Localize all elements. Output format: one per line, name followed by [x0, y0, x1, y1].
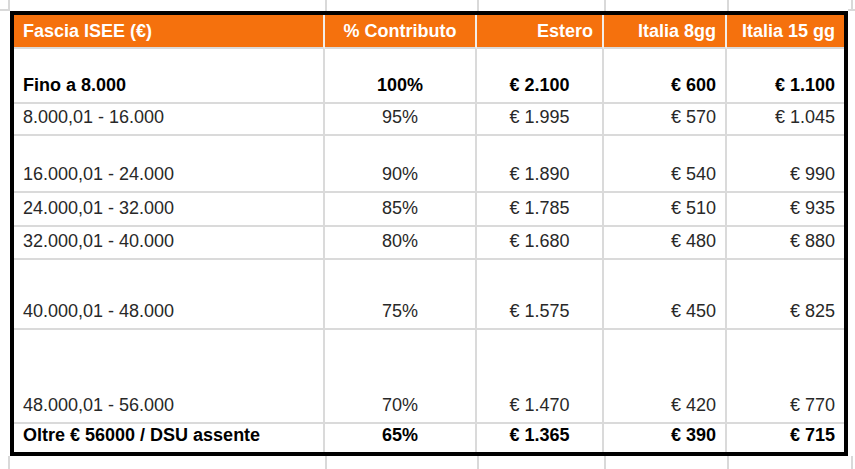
cell-r3-c4[interactable]: € 540	[604, 136, 727, 193]
cell-r6-c1[interactable]: 40.000,01 - 48.000	[14, 260, 325, 330]
cell-r7-c3[interactable]: € 1.470	[477, 330, 604, 424]
cell-r3-c1[interactable]: 16.000,01 - 24.000	[14, 136, 325, 193]
cell-r4-c1[interactable]: 24.000,01 - 32.000	[14, 193, 325, 227]
table-row: Oltre € 56000 / DSU assente65%€ 1.365€ 3…	[14, 424, 844, 452]
cell-r7-c1[interactable]: 48.000,01 - 56.000	[14, 330, 325, 424]
table-row: Fino a 8.000100%€ 2.100€ 600€ 1.100	[14, 49, 844, 104]
spreadsheet-gridline	[0, 9, 10, 11]
header-row: Fascia ISEE (€) % Contributo Estero Ital…	[14, 15, 844, 49]
cell-r4-c3[interactable]: € 1.785	[477, 193, 604, 227]
cell-r3-c2[interactable]: 90%	[325, 136, 477, 193]
cell-r4-c4[interactable]: € 510	[604, 193, 727, 227]
header-contributo[interactable]: % Contributo	[325, 15, 477, 49]
spreadsheet-gridline	[477, 0, 479, 11]
cell-r4-c2[interactable]: 85%	[325, 193, 477, 227]
cell-r6-c3[interactable]: € 1.575	[477, 260, 604, 330]
cell-r1-c5[interactable]: € 1.100	[727, 49, 844, 104]
cell-r7-c5[interactable]: € 770	[727, 330, 844, 424]
cell-r3-c3[interactable]: € 1.890	[477, 136, 604, 193]
header-estero[interactable]: Estero	[477, 15, 604, 49]
cell-r6-c5[interactable]: € 825	[727, 260, 844, 330]
spreadsheet-gridline	[325, 456, 327, 469]
spreadsheet-gridline	[848, 9, 855, 11]
spreadsheet-canvas: Fascia ISEE (€) % Contributo Estero Ital…	[0, 0, 855, 469]
spreadsheet-gridline	[851, 456, 853, 469]
spreadsheet-gridline	[604, 0, 606, 11]
cell-r3-c5[interactable]: € 990	[727, 136, 844, 193]
cell-r6-c4[interactable]: € 450	[604, 260, 727, 330]
cell-r8-c4[interactable]: € 390	[604, 424, 727, 452]
header-fascia-isee[interactable]: Fascia ISEE (€)	[14, 15, 325, 49]
cell-r5-c2[interactable]: 80%	[325, 227, 477, 260]
cell-r1-c2[interactable]: 100%	[325, 49, 477, 104]
cell-r2-c1[interactable]: 8.000,01 - 16.000	[14, 104, 325, 136]
cell-r2-c4[interactable]: € 570	[604, 104, 727, 136]
cell-r1-c4[interactable]: € 600	[604, 49, 727, 104]
cell-r4-c5[interactable]: € 935	[727, 193, 844, 227]
table-row: 40.000,01 - 48.00075%€ 1.575€ 450€ 825	[14, 260, 844, 330]
table-body: Fino a 8.000100%€ 2.100€ 600€ 1.1008.000…	[14, 49, 844, 452]
header-italia-8gg[interactable]: Italia 8gg	[604, 15, 727, 49]
spreadsheet-gridline	[727, 456, 729, 469]
cell-r5-c3[interactable]: € 1.680	[477, 227, 604, 260]
table-row: 24.000,01 - 32.00085%€ 1.785€ 510€ 935	[14, 193, 844, 227]
cell-r5-c5[interactable]: € 880	[727, 227, 844, 260]
spreadsheet-gridline	[727, 0, 729, 11]
cell-r5-c1[interactable]: 32.000,01 - 40.000	[14, 227, 325, 260]
table-row: 16.000,01 - 24.00090%€ 1.890€ 540€ 990	[14, 136, 844, 193]
contribution-table: Fascia ISEE (€) % Contributo Estero Ital…	[10, 11, 848, 456]
spreadsheet-gridline	[8, 456, 10, 469]
cell-r2-c2[interactable]: 95%	[325, 104, 477, 136]
cell-r8-c5[interactable]: € 715	[727, 424, 844, 452]
cell-r1-c1[interactable]: Fino a 8.000	[14, 49, 325, 104]
table-row: 32.000,01 - 40.00080%€ 1.680€ 480€ 880	[14, 227, 844, 260]
cell-r8-c3[interactable]: € 1.365	[477, 424, 604, 452]
spreadsheet-gridline	[477, 456, 479, 469]
cell-r8-c1[interactable]: Oltre € 56000 / DSU assente	[14, 424, 325, 452]
cell-r6-c2[interactable]: 75%	[325, 260, 477, 330]
header-italia-15gg[interactable]: Italia 15 gg	[727, 15, 844, 49]
cell-r2-c5[interactable]: € 1.045	[727, 104, 844, 136]
cell-r8-c2[interactable]: 65%	[325, 424, 477, 452]
spreadsheet-gridline	[325, 0, 327, 11]
cell-r5-c4[interactable]: € 480	[604, 227, 727, 260]
cell-r7-c4[interactable]: € 420	[604, 330, 727, 424]
table-row: 8.000,01 - 16.00095%€ 1.995€ 570€ 1.045	[14, 104, 844, 136]
table-row: 48.000,01 - 56.00070%€ 1.470€ 420€ 770	[14, 330, 844, 424]
cell-r7-c2[interactable]: 70%	[325, 330, 477, 424]
cell-r2-c3[interactable]: € 1.995	[477, 104, 604, 136]
cell-r1-c3[interactable]: € 2.100	[477, 49, 604, 104]
spreadsheet-gridline	[604, 456, 606, 469]
